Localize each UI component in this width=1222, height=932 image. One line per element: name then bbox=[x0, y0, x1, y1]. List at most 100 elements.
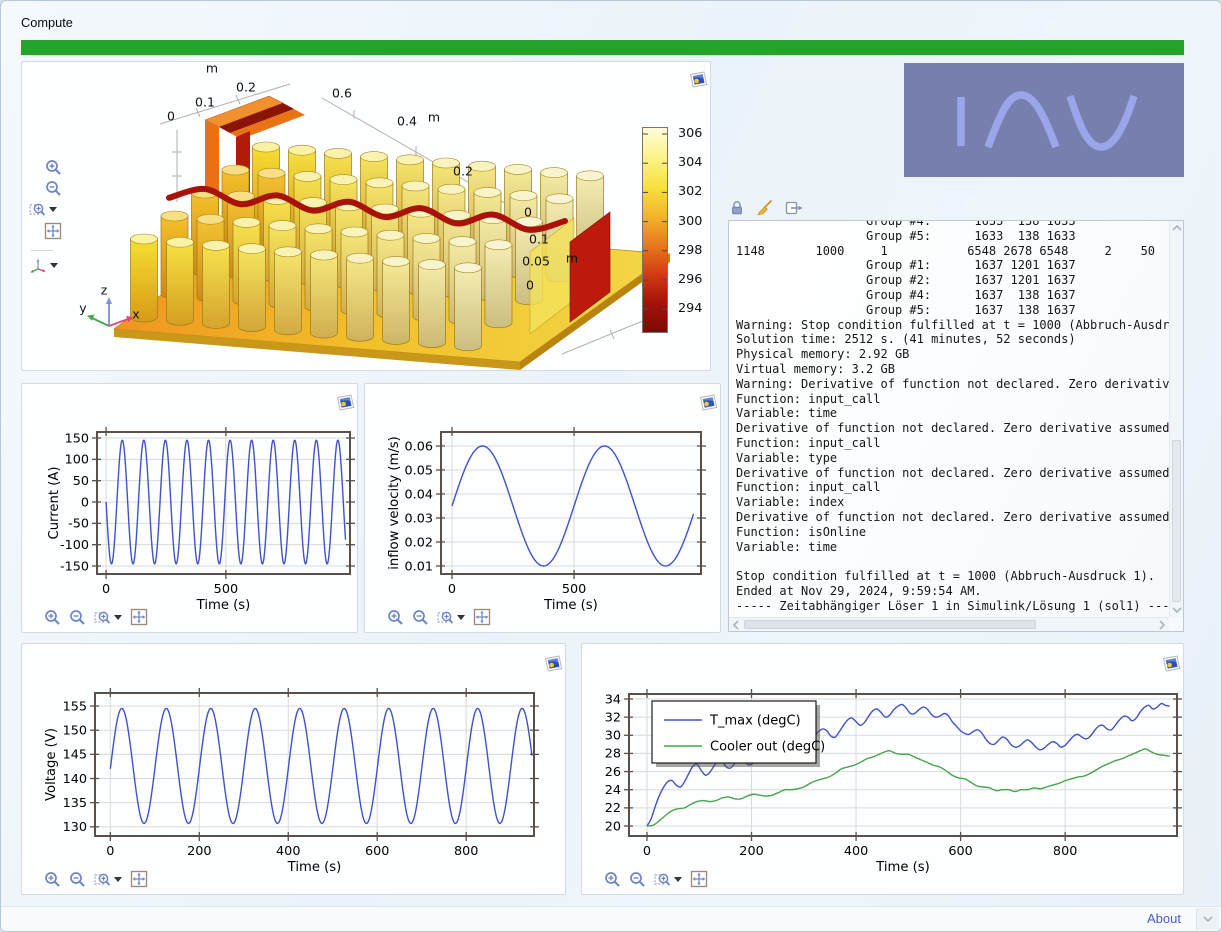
zoom-box-icon[interactable] bbox=[437, 609, 454, 626]
current-plot-panel: 0 500 150 100 50 0 -50 -100 -150 Time (s) Current … bbox=[21, 383, 358, 633]
solver-log-text[interactable]: Group #4: 1633 138 1633 Group #5: 1633 1… bbox=[736, 220, 1169, 613]
axis-tick-label-3d: 0.2 bbox=[236, 79, 256, 95]
svg-text:800: 800 bbox=[1053, 844, 1077, 859]
about-link[interactable]: About bbox=[1147, 911, 1181, 926]
colorbar-label: 300 bbox=[678, 213, 703, 229]
log-horizontal-scrollbar[interactable] bbox=[729, 617, 1169, 631]
zoom-out-icon[interactable] bbox=[412, 609, 429, 626]
lock-icon[interactable] bbox=[730, 200, 744, 216]
view-dropdown-arrow-icon[interactable] bbox=[50, 263, 58, 268]
colorbar-label: 294 bbox=[678, 301, 703, 317]
svg-text:130: 130 bbox=[63, 820, 87, 835]
svg-text:26: 26 bbox=[605, 765, 621, 780]
colorbar-label: 306 bbox=[678, 126, 703, 141]
axis-tick-label-3d: y bbox=[79, 300, 87, 316]
snapshot-button[interactable] bbox=[688, 70, 710, 90]
zoom-box-icon[interactable] bbox=[654, 871, 671, 888]
scroll-up-icon[interactable] bbox=[1170, 221, 1183, 235]
inflow-velocity-chart[interactable]: 0 500 0.06 0.05 0.04 0.03 0.02 0.01 Time (s) infl… bbox=[365, 384, 722, 639]
colorbar-gradient bbox=[642, 127, 668, 333]
status-bar: About bbox=[1, 906, 1221, 931]
plot-toolbar bbox=[604, 870, 708, 888]
corner-expander[interactable] bbox=[1196, 908, 1219, 930]
scroll-right-icon[interactable] bbox=[1155, 618, 1169, 631]
battery-pack-3d-scene[interactable] bbox=[22, 62, 710, 370]
temperature-colorbar: 306 304 302 300 298 296 294 bbox=[640, 124, 712, 340]
dropdown-arrow-icon[interactable] bbox=[114, 614, 122, 620]
clear-log-icon[interactable] bbox=[756, 199, 773, 216]
current-chart[interactable]: 0 500 150 100 50 0 -50 -100 -150 Time (s) Current … bbox=[22, 384, 359, 639]
snapshot-button[interactable] bbox=[1161, 654, 1183, 674]
log-vertical-scrollbar[interactable] bbox=[1169, 221, 1183, 617]
svg-text:500: 500 bbox=[214, 582, 238, 597]
voltage-chart[interactable]: 0 200 400 600 800 155 150 145 140 135 130 Time (s) V… bbox=[22, 644, 567, 901]
zoom-in-icon[interactable] bbox=[604, 871, 621, 888]
svg-text:Cooler out (degC): Cooler out (degC) bbox=[710, 740, 825, 755]
svg-text:400: 400 bbox=[276, 844, 300, 859]
svg-text:0: 0 bbox=[448, 582, 456, 597]
axis-tick-label-3d: 0.1 bbox=[529, 231, 549, 247]
temper​ature-chart[interactable]: 0 200 400 600 800 34 32 30 28 26 24 22 20 Time (s) T_m… bbox=[582, 644, 1185, 901]
zoom-box-icon[interactable] bbox=[94, 609, 111, 626]
vertical-scroll-thumb[interactable] bbox=[1172, 440, 1181, 602]
axis-tick-label-3d: 0.2 bbox=[453, 163, 473, 179]
zoom-out-icon[interactable] bbox=[629, 871, 646, 888]
go-to-default-view-icon[interactable] bbox=[29, 257, 47, 274]
zoom-extents-icon[interactable] bbox=[130, 870, 148, 888]
log-panel: Group #4: 1633 138 1633 Group #5: 1633 1… bbox=[728, 220, 1184, 632]
scroll-left-icon[interactable] bbox=[729, 618, 743, 631]
svg-text:30: 30 bbox=[605, 729, 621, 744]
zoom-in-icon[interactable] bbox=[44, 871, 61, 888]
inflow-velocity-plot-panel: 0 500 0.06 0.05 0.04 0.03 0.02 0.01 Time (s) infl… bbox=[364, 383, 721, 633]
zoom-extents-icon[interactable] bbox=[29, 222, 77, 240]
horizontal-scroll-thumb[interactable] bbox=[744, 620, 1036, 629]
colorbar-label: 302 bbox=[678, 184, 703, 200]
dropdown-arrow-icon[interactable] bbox=[457, 614, 465, 620]
axis-tick-label-3d: m bbox=[427, 109, 441, 125]
scroll-down-icon[interactable] bbox=[1170, 603, 1183, 617]
svg-text:34: 34 bbox=[605, 692, 621, 707]
svg-text:-100: -100 bbox=[60, 538, 89, 553]
zoom-out-icon[interactable] bbox=[69, 609, 86, 626]
zoom-out-icon[interactable] bbox=[29, 180, 77, 197]
svg-text:150: 150 bbox=[63, 723, 87, 738]
zoom-box-icon[interactable] bbox=[29, 201, 46, 218]
svg-text:0: 0 bbox=[106, 844, 114, 859]
svg-text:0: 0 bbox=[81, 495, 89, 510]
axis-tick-label-3d: 0 bbox=[526, 277, 534, 293]
zoom-in-icon[interactable] bbox=[44, 609, 61, 626]
compute-status-label: Compute bbox=[21, 15, 73, 30]
snapshot-button[interactable] bbox=[335, 393, 357, 413]
zoom-extents-icon[interactable] bbox=[473, 608, 491, 626]
dropdown-arrow-icon[interactable] bbox=[114, 876, 122, 882]
svg-text:0.04: 0.04 bbox=[405, 487, 434, 502]
dropdown-arrow-icon[interactable] bbox=[674, 876, 682, 882]
zoom-extents-icon[interactable] bbox=[130, 608, 148, 626]
svg-text:Current (A): Current (A) bbox=[47, 466, 62, 539]
axis-tick-label-3d: z bbox=[100, 282, 108, 298]
snapshot-button[interactable] bbox=[543, 654, 565, 674]
svg-text:Time (s): Time (s) bbox=[543, 598, 598, 613]
zoom-extents-icon[interactable] bbox=[690, 870, 708, 888]
zoom-in-icon[interactable] bbox=[387, 609, 404, 626]
axis-tick-label-3d: 0.1 bbox=[195, 94, 215, 110]
svg-text:200: 200 bbox=[739, 844, 763, 859]
zoom-in-icon[interactable] bbox=[29, 159, 77, 176]
svg-text:T_max (degC): T_max (degC) bbox=[709, 714, 801, 729]
svg-text:50: 50 bbox=[73, 474, 89, 489]
svg-text:Time (s): Time (s) bbox=[875, 860, 930, 875]
svg-text:500: 500 bbox=[562, 582, 586, 597]
svg-text:600: 600 bbox=[948, 844, 972, 859]
zoom-box-icon[interactable] bbox=[94, 871, 111, 888]
colorbar-label: 296 bbox=[678, 272, 703, 287]
export-log-icon[interactable] bbox=[785, 200, 804, 216]
svg-text:0: 0 bbox=[643, 844, 651, 859]
zoom-out-icon[interactable] bbox=[69, 871, 86, 888]
plot3d-toolbar bbox=[29, 159, 77, 274]
plot-toolbar bbox=[44, 870, 148, 888]
colorbar-label: 298 bbox=[678, 242, 703, 258]
zoom-box-dropdown-arrow-icon[interactable] bbox=[49, 207, 57, 212]
snapshot-button[interactable] bbox=[698, 393, 720, 413]
svg-text:0.06: 0.06 bbox=[405, 439, 434, 454]
